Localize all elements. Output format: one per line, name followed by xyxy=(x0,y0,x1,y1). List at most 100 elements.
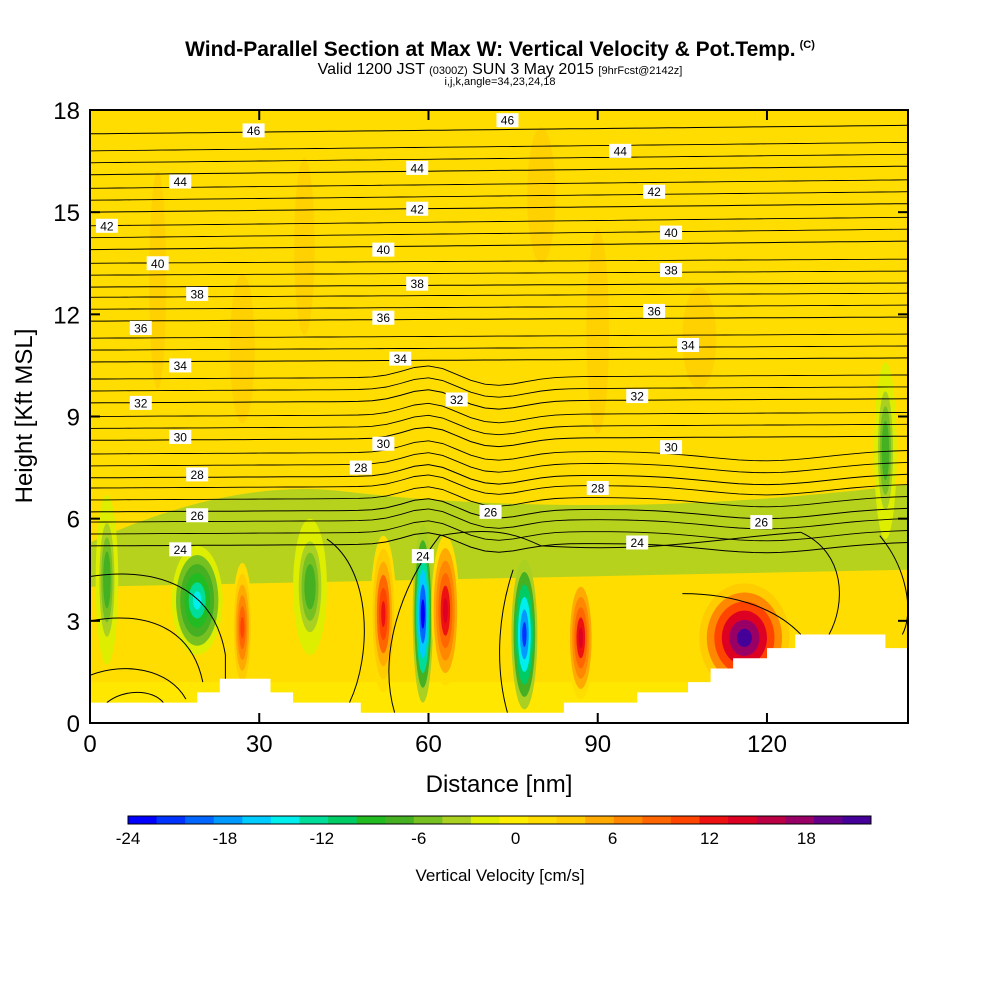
colorbar-swatch xyxy=(299,816,329,824)
contour-label-box xyxy=(609,143,632,158)
colorbar-tick-label: 0 xyxy=(511,829,520,848)
colorbar-swatch xyxy=(642,816,672,824)
y-tick-label: 12 xyxy=(53,302,80,329)
contour-label-box xyxy=(169,542,192,557)
colorbar-swatch xyxy=(756,816,786,824)
contour-label: 30 xyxy=(169,429,192,444)
contour-label-text: 34 xyxy=(681,338,695,352)
valid-time-prefix: Valid 1200 JST xyxy=(317,61,425,78)
y-tick-label: 0 xyxy=(67,711,80,738)
colorbar-tick-label: 6 xyxy=(608,829,617,848)
velocity-field xyxy=(90,110,908,723)
contour-label-text: 44 xyxy=(411,161,425,175)
theta-contour-minor xyxy=(90,520,908,542)
theta-contour-28 xyxy=(90,464,908,486)
chart-title-text: Wind-Parallel Section at Max W: Vertical… xyxy=(185,38,796,61)
contour-label-box xyxy=(169,174,192,189)
theta-contour-low xyxy=(326,538,365,703)
weak-updraft xyxy=(229,273,255,424)
theta-contour-minor xyxy=(90,292,908,298)
colorbar-swatch xyxy=(413,816,443,824)
contour-label: 24 xyxy=(411,549,434,564)
contour-label-text: 34 xyxy=(174,359,188,373)
downdraft-cell-2 xyxy=(192,591,202,610)
contour-label-text: 36 xyxy=(647,304,661,318)
contour-label-text: 40 xyxy=(664,226,678,240)
contour-label-text: 32 xyxy=(134,396,148,410)
contour-label-text: 42 xyxy=(100,219,114,233)
downdraft-cell-0 xyxy=(420,599,425,629)
contour-label: 32 xyxy=(626,389,649,404)
theta-contour-low xyxy=(682,593,802,635)
forecast-info: [9hrFcst@2142z] xyxy=(598,65,683,77)
colorbar-swatch xyxy=(385,816,415,824)
colorbar-swatch xyxy=(328,816,358,824)
contour-label-text: 28 xyxy=(191,468,205,482)
contour-label: 26 xyxy=(750,515,773,530)
colorbar-swatch xyxy=(699,816,729,824)
theta-contour-minor xyxy=(90,304,908,310)
contour-label-box xyxy=(242,123,265,138)
colorbar-frame xyxy=(127,815,872,825)
contour-label-box xyxy=(186,508,209,523)
contour-label-text: 44 xyxy=(174,175,188,189)
theta-contour-low xyxy=(879,535,908,635)
theta-contour-minor xyxy=(90,440,908,462)
contour-label-box xyxy=(372,242,395,257)
contour-label: 24 xyxy=(169,542,192,557)
contour-label: 34 xyxy=(169,358,192,373)
contour-label: 38 xyxy=(660,263,683,278)
theta-contour-46 xyxy=(90,124,908,135)
contour-label: 46 xyxy=(496,113,519,128)
colorbar-swatch xyxy=(499,816,529,824)
contour-label-box xyxy=(660,440,683,455)
contour-label-box xyxy=(129,320,152,335)
terrain xyxy=(90,634,908,723)
theta-contour-24 xyxy=(90,532,908,554)
contour-label-text: 34 xyxy=(394,352,408,366)
contour-label: 28 xyxy=(586,481,609,496)
theta-contour-low xyxy=(106,691,164,703)
theta-contour-minor xyxy=(90,452,908,474)
contour-label-box xyxy=(643,184,666,199)
contour-label-text: 44 xyxy=(614,144,628,158)
contour-label-text: 36 xyxy=(377,311,391,325)
contour-label-text: 26 xyxy=(484,505,498,519)
contour-label-box xyxy=(626,389,649,404)
contour-label: 44 xyxy=(609,143,632,158)
contour-label-text: 32 xyxy=(631,390,645,404)
contour-labels: 46 46 44 44 44 42 42 42 40 40 40 38 38 38 36 36 36 34 34 34… xyxy=(95,113,773,564)
contour-label-box xyxy=(660,225,683,240)
contour-label-text: 40 xyxy=(377,243,391,257)
theta-contour-44 xyxy=(90,165,908,176)
contour-label: 24 xyxy=(626,535,649,550)
valid-time-utc: (0300Z) xyxy=(429,65,468,77)
contour-label-text: 42 xyxy=(411,202,425,216)
colorbar-swatch xyxy=(785,816,815,824)
theta-contour-minor xyxy=(90,402,908,424)
contour-label-box xyxy=(186,467,209,482)
contour-label-text: 30 xyxy=(377,437,391,451)
contour-label: 44 xyxy=(406,160,429,175)
theta-contour-minor xyxy=(90,228,908,239)
contour-label-box xyxy=(660,263,683,278)
contour-label-text: 30 xyxy=(664,441,678,455)
y-tick-label: 15 xyxy=(53,200,80,227)
theta-contour-minor xyxy=(90,270,908,276)
y-tick-label: 6 xyxy=(67,507,80,534)
contour-label-box xyxy=(406,276,429,291)
colorbar-swatch xyxy=(585,816,615,824)
downdraft-cell-1 xyxy=(522,621,527,647)
y-tick-label: 3 xyxy=(67,609,80,636)
x-tick-label: 120 xyxy=(747,731,787,758)
theta-contour-minor xyxy=(90,365,908,386)
theta-contour-minor xyxy=(90,179,908,189)
updraft-cell-6 xyxy=(736,628,752,647)
colorbar-swatch xyxy=(128,816,158,824)
contour-label-box xyxy=(643,303,666,318)
contour-label-text: 46 xyxy=(247,124,261,138)
theta-contour-40 xyxy=(90,240,908,251)
contour-label-box xyxy=(496,113,519,128)
valid-date: SUN 3 May 2015 xyxy=(472,61,594,78)
updraft-cell-9 xyxy=(381,600,386,628)
